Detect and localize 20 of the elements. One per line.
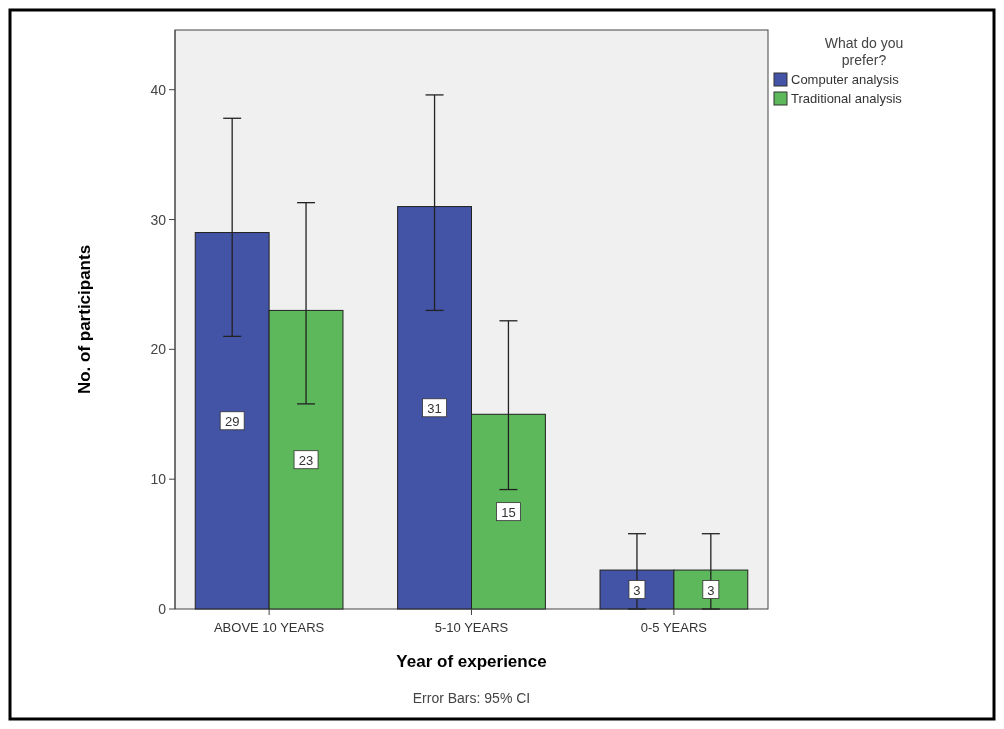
y-tick-label: 20 — [150, 341, 167, 358]
y-tick-label: 0 — [158, 601, 167, 617]
data-label: 3 — [633, 582, 641, 598]
x-tick-label: 0-5 YEARS — [640, 620, 708, 635]
data-label: 15 — [501, 504, 516, 520]
y-tick-label: 30 — [150, 211, 167, 228]
data-label: 3 — [707, 582, 715, 598]
text: Error Bars: 95% CI — [412, 690, 531, 706]
data-label: 29 — [224, 413, 240, 429]
y-tick-label: 10 — [150, 471, 167, 488]
x-tick-label: ABOVE 10 YEARS — [213, 620, 325, 635]
x-axis-title: Year of experience — [396, 652, 547, 671]
y-tick-label: 40 — [150, 81, 167, 98]
legend-label: Traditional analysis — [791, 91, 903, 106]
y-axis-title: No. of participants — [75, 244, 94, 395]
data-label: 31 — [427, 400, 442, 416]
x-tick-label: 5-10 YEARS — [434, 620, 509, 635]
legend-label: Computer analysis — [791, 72, 900, 87]
legend-title: What do you prefer? — [824, 35, 904, 68]
data-label: 23 — [298, 452, 314, 468]
